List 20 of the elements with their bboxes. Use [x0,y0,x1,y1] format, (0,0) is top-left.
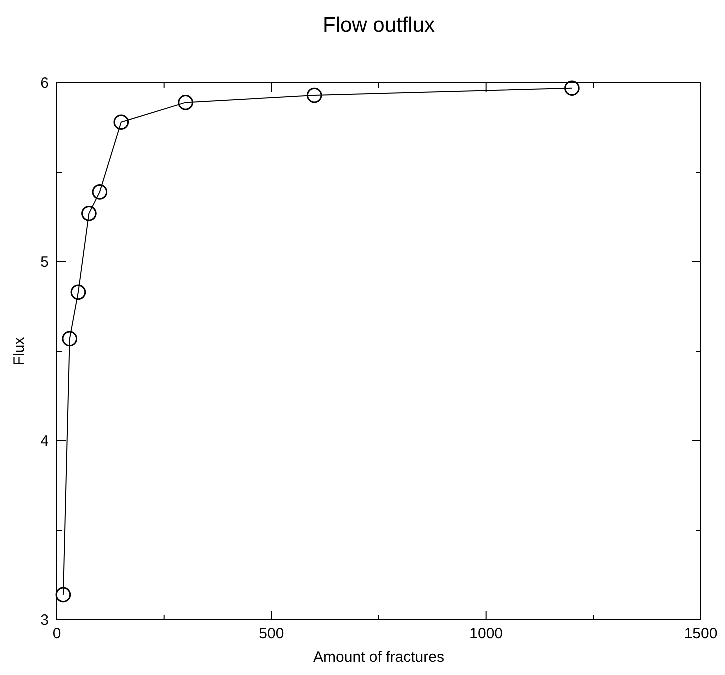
y-tick-label: 6 [40,74,49,92]
point [306,88,322,104]
y-tick-label: 5 [40,254,49,271]
x-tick-label: 1000 [470,626,504,643]
x-tick-label: 1500 [684,626,718,643]
point [82,206,97,222]
y-axis-title: Flux [11,336,28,366]
chart-title: Flow outflux [322,14,436,37]
y-tick-label: 3 [40,612,49,629]
point [114,114,130,130]
point [62,331,78,347]
x-tick-label: 0 [52,626,62,643]
point [92,184,108,200]
point [70,284,86,300]
point [564,80,580,96]
y-tick-label: 4 [40,432,49,450]
x-axis-title: Amount of fractures [314,649,444,666]
point [178,95,194,110]
point [56,587,72,603]
x-tick-label: 500 [259,626,284,643]
